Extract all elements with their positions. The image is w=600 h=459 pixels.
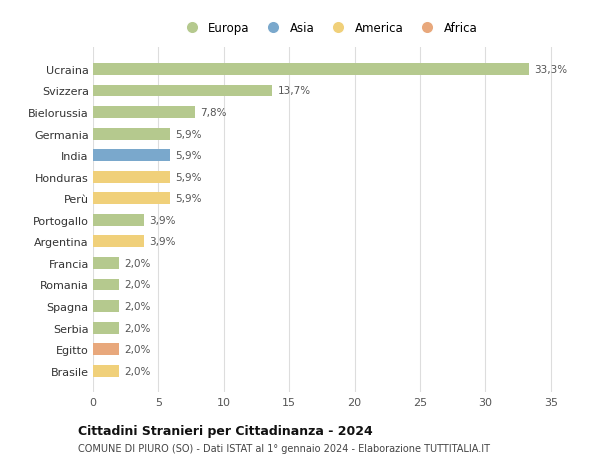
Bar (93, 236, 144, 248)
Bar (93, 171, 170, 183)
Bar (93, 64, 529, 76)
Bar (93, 129, 170, 140)
Bar (93, 214, 144, 226)
Text: 5,9%: 5,9% (175, 194, 202, 204)
Bar (93, 365, 119, 377)
Bar (93, 85, 272, 97)
Bar (93, 150, 170, 162)
Text: 2,0%: 2,0% (124, 302, 151, 311)
Text: 2,0%: 2,0% (124, 258, 151, 269)
Text: 13,7%: 13,7% (277, 86, 311, 96)
Text: 3,9%: 3,9% (149, 237, 176, 247)
Bar (93, 343, 119, 355)
Text: COMUNE DI PIURO (SO) - Dati ISTAT al 1° gennaio 2024 - Elaborazione TUTTITALIA.I: COMUNE DI PIURO (SO) - Dati ISTAT al 1° … (78, 443, 490, 453)
Text: 5,9%: 5,9% (175, 151, 202, 161)
Bar (93, 322, 119, 334)
Bar (93, 301, 119, 312)
Text: 2,0%: 2,0% (124, 323, 151, 333)
Text: 2,0%: 2,0% (124, 366, 151, 376)
Text: 5,9%: 5,9% (175, 172, 202, 182)
Text: 33,3%: 33,3% (534, 65, 567, 75)
Bar (93, 279, 119, 291)
Text: 7,8%: 7,8% (200, 108, 227, 118)
Text: 2,0%: 2,0% (124, 344, 151, 354)
Legend: Europa, Asia, America, Africa: Europa, Asia, America, Africa (178, 20, 479, 37)
Text: 5,9%: 5,9% (175, 129, 202, 139)
Text: Cittadini Stranieri per Cittadinanza - 2024: Cittadini Stranieri per Cittadinanza - 2… (78, 425, 373, 437)
Bar (93, 193, 170, 205)
Bar (93, 257, 119, 269)
Bar (93, 107, 195, 119)
Text: 2,0%: 2,0% (124, 280, 151, 290)
Text: 3,9%: 3,9% (149, 215, 176, 225)
